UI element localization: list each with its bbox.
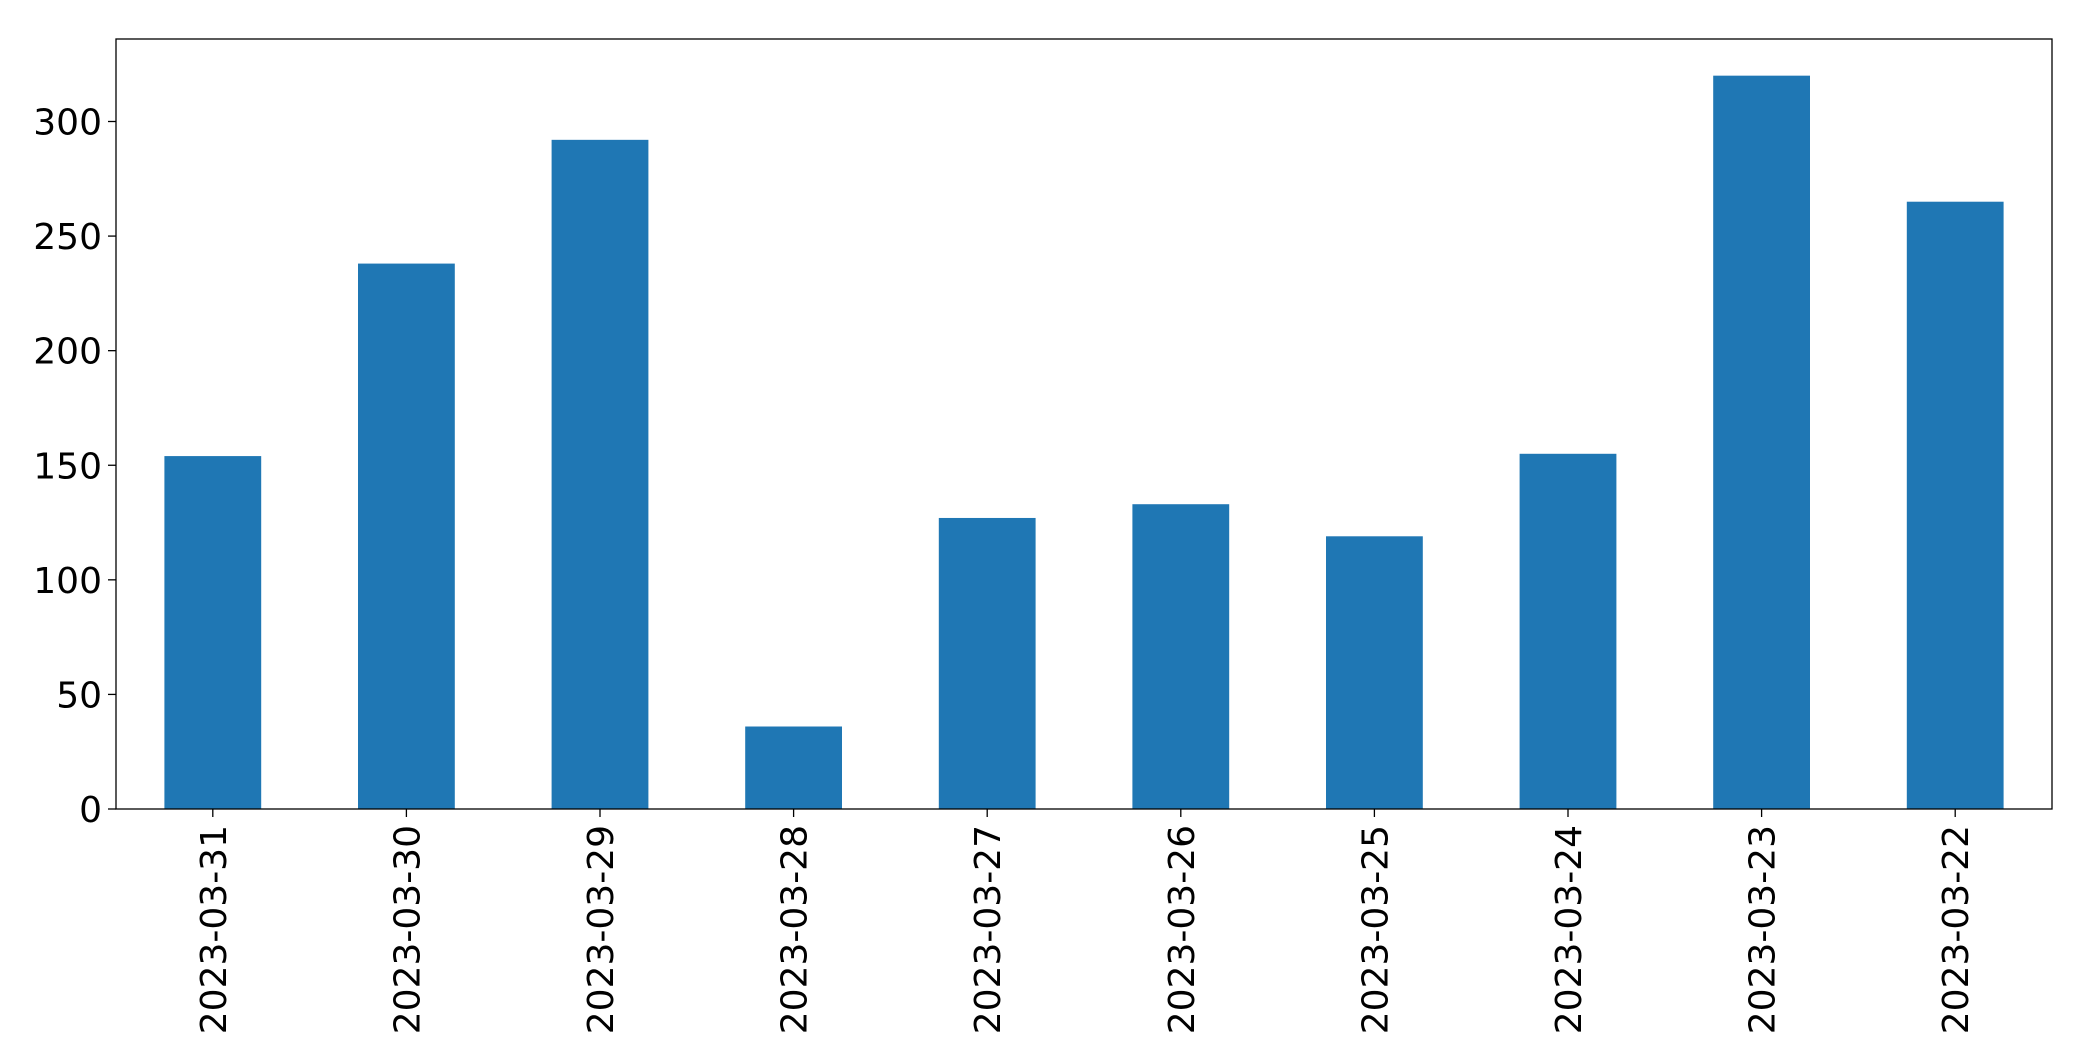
bar xyxy=(1326,536,1423,809)
x-tick-label: 2023-03-23 xyxy=(1743,825,1784,1034)
bar xyxy=(745,726,842,809)
x-tick-label: 2023-03-27 xyxy=(968,825,1009,1034)
bar xyxy=(551,139,649,810)
y-tick-label: 150 xyxy=(33,446,102,487)
y-tick-label: 0 xyxy=(79,790,102,831)
x-tick-label: 2023-03-29 xyxy=(581,825,622,1034)
y-tick-label: 100 xyxy=(33,561,102,602)
x-tick-label: 2023-03-31 xyxy=(194,825,235,1034)
y-tick-label: 200 xyxy=(33,332,102,373)
y-tick-label: 50 xyxy=(56,675,102,716)
bar xyxy=(1906,201,2004,810)
x-tick-label: 2023-03-22 xyxy=(1936,825,1977,1034)
y-tick-label: 300 xyxy=(33,103,102,144)
bar xyxy=(358,263,455,809)
x-tick-label: 2023-03-28 xyxy=(775,825,816,1034)
x-tick-label: 2023-03-30 xyxy=(387,825,428,1034)
plot-frame xyxy=(115,38,2053,810)
bar xyxy=(1132,504,1230,809)
bar xyxy=(1519,453,1617,809)
bar xyxy=(164,456,262,809)
x-tick-label: 2023-03-26 xyxy=(1162,825,1203,1034)
y-tick-label: 250 xyxy=(33,217,102,258)
bar xyxy=(1713,75,1810,809)
x-tick-label: 2023-03-25 xyxy=(1355,825,1396,1034)
bar xyxy=(938,517,1036,809)
x-tick-label: 2023-03-24 xyxy=(1549,825,1590,1034)
